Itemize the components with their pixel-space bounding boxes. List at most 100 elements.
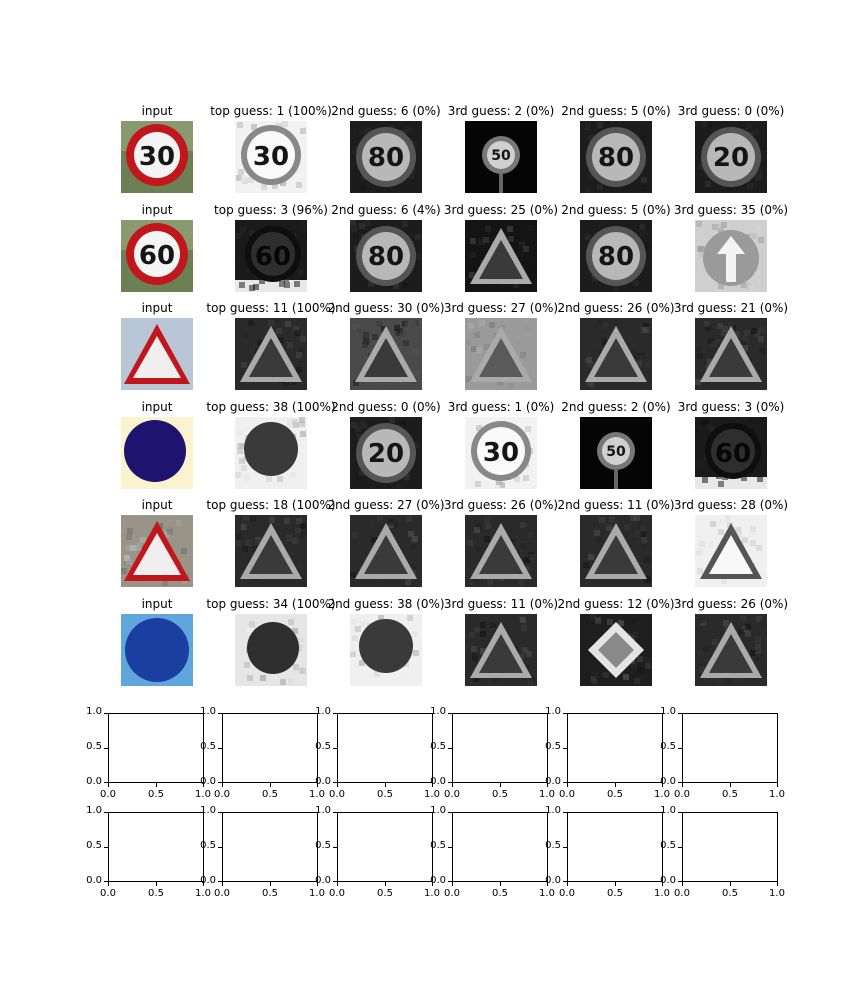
xtick-label: 1.0 — [309, 888, 325, 899]
ytick-label: 0.5 — [200, 840, 216, 851]
ytick-mark — [563, 748, 567, 749]
xtick-label: 0.5 — [262, 888, 278, 899]
ytick-label: 0.5 — [430, 741, 446, 752]
ytick-mark — [104, 782, 108, 783]
empty-axes — [222, 812, 318, 882]
guess-image: 80 — [580, 220, 652, 292]
empty-axes — [222, 713, 318, 783]
ytick-mark — [333, 881, 337, 882]
guess-title: top guess: 1 (100%) — [210, 104, 332, 118]
empty-axes — [567, 812, 663, 882]
input-image — [121, 614, 193, 686]
xtick-label: 0.0 — [329, 888, 345, 899]
xtick-mark — [730, 783, 731, 787]
ytick-mark — [218, 748, 222, 749]
guess-title: 3rd guess: 28 (0%) — [673, 498, 789, 512]
sign-image — [235, 318, 307, 390]
ytick-mark — [333, 748, 337, 749]
svg-text:80: 80 — [368, 242, 404, 272]
sign-image — [350, 515, 422, 587]
xtick-label: 0.0 — [100, 888, 116, 899]
guess-image — [695, 614, 767, 686]
ytick-label: 1.0 — [660, 706, 676, 717]
xtick-label: 0.0 — [214, 789, 230, 800]
xtick-label: 1.0 — [195, 888, 211, 899]
xtick-mark — [317, 783, 318, 787]
ytick-mark — [104, 748, 108, 749]
sign-image: 50 — [465, 121, 537, 193]
svg-text:20: 20 — [713, 143, 749, 173]
ytick-label: 0.0 — [545, 776, 561, 787]
ytick-label: 0.0 — [86, 776, 102, 787]
guess-image: 80 — [350, 220, 422, 292]
guess-title: 2nd guess: 5 (0%) — [561, 104, 671, 118]
guess-title: 2nd guess: 0 (0%) — [331, 400, 441, 414]
ytick-mark — [448, 812, 452, 813]
ytick-mark — [218, 713, 222, 714]
guess-image: 80 — [580, 121, 652, 193]
xtick-mark — [156, 783, 157, 787]
guess-image — [695, 220, 767, 292]
xtick-label: 0.5 — [148, 888, 164, 899]
guess-image: 30 — [235, 121, 307, 193]
sign-image: 20 — [350, 417, 422, 489]
sign-image — [465, 220, 537, 292]
guess-title: 3rd guess: 26 (0%) — [673, 597, 789, 611]
guess-title: 3rd guess: 11 (0%) — [443, 597, 559, 611]
xtick-label: 0.5 — [492, 888, 508, 899]
guess-title: 3rd guess: 21 (0%) — [673, 301, 789, 315]
input-image: 60 — [121, 220, 193, 292]
xtick-label: 1.0 — [539, 888, 555, 899]
guess-image: 30 — [465, 417, 537, 489]
guess-title: 2nd guess: 38 (0%) — [327, 597, 445, 611]
empty-axes — [452, 812, 548, 882]
ytick-label: 1.0 — [315, 805, 331, 816]
guess-image: 80 — [350, 121, 422, 193]
xtick-mark — [432, 882, 433, 886]
empty-axes — [337, 812, 433, 882]
sign-image: 60 — [121, 220, 193, 292]
guess-image — [465, 318, 537, 390]
sign-image — [121, 417, 193, 489]
guess-title: 2nd guess: 27 (0%) — [327, 498, 445, 512]
xtick-mark — [203, 783, 204, 787]
ytick-mark — [448, 847, 452, 848]
xtick-label: 0.5 — [377, 789, 393, 800]
guess-image — [235, 318, 307, 390]
guess-image — [465, 614, 537, 686]
svg-text:60: 60 — [715, 439, 751, 469]
guess-image — [350, 515, 422, 587]
guess-title: 2nd guess: 26 (0%) — [557, 301, 675, 315]
guess-title: top guess: 11 (100%) — [206, 301, 336, 315]
sign-image — [235, 515, 307, 587]
xtick-mark — [547, 783, 548, 787]
empty-axes — [108, 713, 204, 783]
ytick-mark — [218, 881, 222, 882]
ytick-mark — [333, 782, 337, 783]
xtick-mark — [730, 882, 731, 886]
xtick-label: 1.0 — [539, 789, 555, 800]
xtick-mark — [662, 882, 663, 886]
xtick-label: 0.5 — [377, 888, 393, 899]
xtick-label: 0.0 — [214, 888, 230, 899]
sign-image — [580, 614, 652, 686]
ytick-mark — [563, 782, 567, 783]
svg-text:80: 80 — [368, 143, 404, 173]
guess-image — [235, 417, 307, 489]
xtick-label: 0.5 — [607, 888, 623, 899]
xtick-mark — [662, 783, 663, 787]
guess-title: 3rd guess: 25 (0%) — [443, 203, 559, 217]
guess-image: 20 — [695, 121, 767, 193]
ytick-label: 0.0 — [315, 776, 331, 787]
sign-image — [121, 614, 193, 686]
svg-text:60: 60 — [139, 241, 175, 271]
xtick-mark — [452, 783, 453, 787]
ytick-label: 0.5 — [660, 840, 676, 851]
svg-text:30: 30 — [253, 142, 289, 172]
guess-title: 2nd guess: 5 (0%) — [561, 203, 671, 217]
xtick-label: 0.5 — [262, 789, 278, 800]
xtick-label: 0.5 — [607, 789, 623, 800]
empty-axes — [682, 812, 778, 882]
xtick-mark — [203, 882, 204, 886]
guess-title: top guess: 3 (96%) — [214, 203, 328, 217]
